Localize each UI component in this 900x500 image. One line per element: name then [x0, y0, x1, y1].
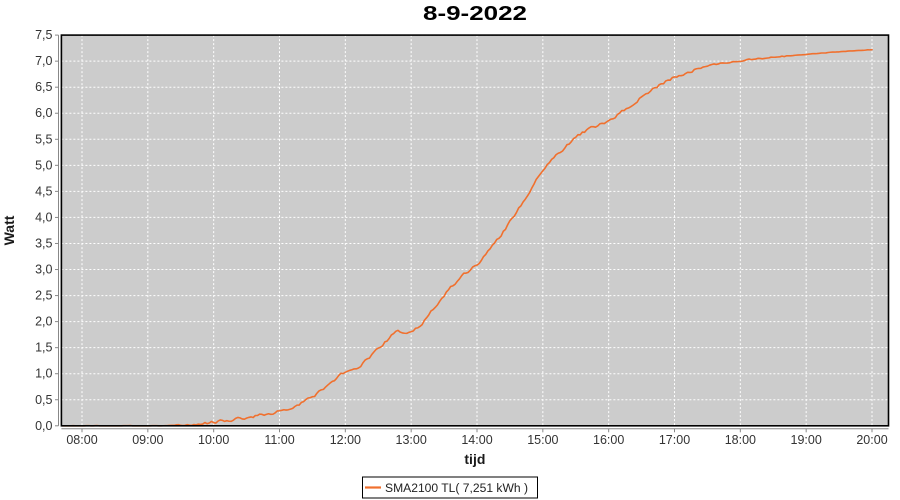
svg-text:7,5: 7,5	[35, 28, 52, 42]
svg-text:6,5: 6,5	[35, 80, 52, 94]
svg-text:4,5: 4,5	[35, 184, 52, 198]
svg-text:1,0: 1,0	[35, 367, 52, 381]
svg-text:Watt: Watt	[1, 215, 17, 245]
svg-text:7,0: 7,0	[35, 54, 52, 68]
svg-text:1,5: 1,5	[35, 341, 52, 355]
svg-text:3,5: 3,5	[35, 237, 52, 251]
svg-text:19:00: 19:00	[791, 433, 822, 447]
svg-text:2,5: 2,5	[35, 289, 52, 303]
svg-text:10:00: 10:00	[198, 433, 229, 447]
svg-text:13:00: 13:00	[396, 433, 427, 447]
svg-text:6,0: 6,0	[35, 106, 52, 120]
svg-text:17:00: 17:00	[659, 433, 690, 447]
svg-text:8-9-2022: 8-9-2022	[423, 3, 527, 25]
svg-text:tijd: tijd	[464, 451, 485, 467]
svg-text:15:00: 15:00	[527, 433, 558, 447]
svg-text:16:00: 16:00	[593, 433, 624, 447]
svg-text:5,0: 5,0	[35, 158, 52, 172]
svg-text:0,5: 0,5	[35, 393, 52, 407]
svg-text:18:00: 18:00	[725, 433, 756, 447]
svg-text:14:00: 14:00	[461, 433, 492, 447]
svg-text:12:00: 12:00	[330, 433, 361, 447]
svg-text:09:00: 09:00	[132, 433, 163, 447]
svg-text:5,5: 5,5	[35, 132, 52, 146]
svg-text:20:00: 20:00	[856, 433, 887, 447]
svg-text:4,0: 4,0	[35, 210, 52, 224]
svg-text:11:00: 11:00	[264, 433, 294, 447]
svg-text:0,0: 0,0	[35, 419, 52, 433]
svg-text:SMA2100 TL( 7,251 kWh ): SMA2100 TL( 7,251 kWh )	[385, 481, 528, 495]
svg-text:3,0: 3,0	[35, 263, 52, 277]
svg-text:08:00: 08:00	[66, 433, 97, 447]
svg-text:2,0: 2,0	[35, 315, 52, 329]
